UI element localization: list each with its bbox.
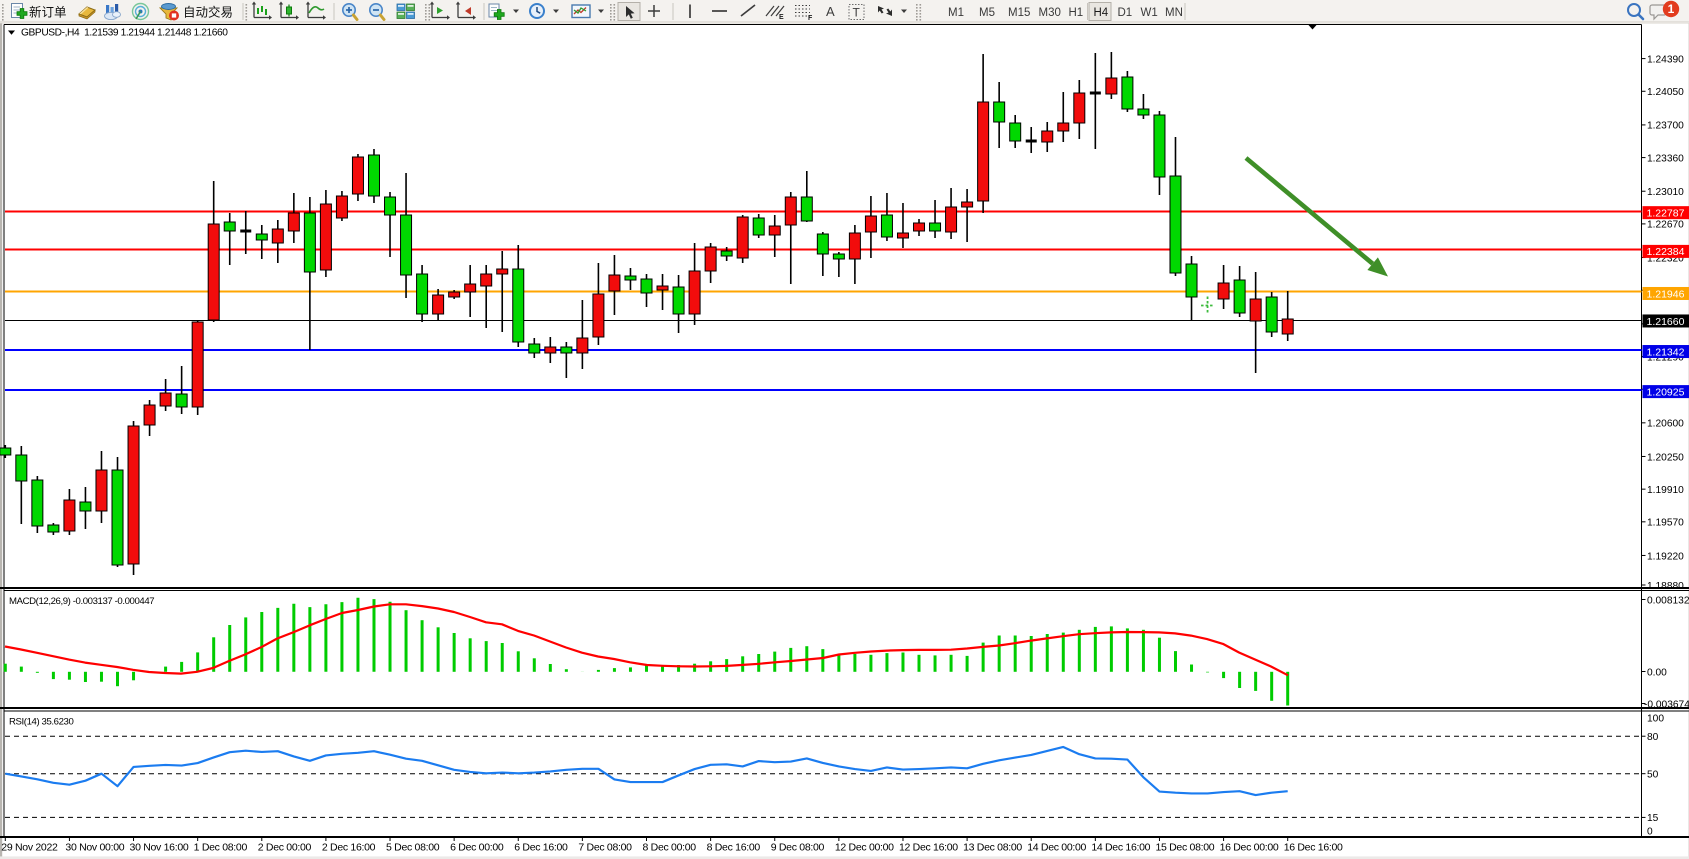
svg-text:新订单: 新订单 xyxy=(29,5,67,20)
svg-text:1.20925: 1.20925 xyxy=(1647,386,1685,398)
svg-text:A: A xyxy=(826,4,835,19)
svg-text:H1: H1 xyxy=(1069,7,1084,19)
svg-text:1.18880: 1.18880 xyxy=(1647,581,1684,592)
svg-text:T: T xyxy=(853,6,861,20)
svg-text:80: 80 xyxy=(1647,732,1659,743)
svg-text:8 Dec 00:00: 8 Dec 00:00 xyxy=(643,842,697,854)
svg-text:1.24050: 1.24050 xyxy=(1647,87,1684,98)
svg-text:RSI(14) 35.6230: RSI(14) 35.6230 xyxy=(9,717,73,728)
svg-text:M30: M30 xyxy=(1039,7,1061,19)
svg-text:W1: W1 xyxy=(1141,7,1158,19)
svg-text:F: F xyxy=(808,15,813,22)
svg-text:GBPUSD-,H4 1.21539 1.21944 1.: GBPUSD-,H4 1.21539 1.21944 1.21448 1.216… xyxy=(21,28,228,39)
svg-text:1.23700: 1.23700 xyxy=(1647,121,1684,132)
svg-text:8 Dec 16:00: 8 Dec 16:00 xyxy=(707,842,761,854)
svg-text:自动交易: 自动交易 xyxy=(183,5,233,20)
svg-text:1.21660: 1.21660 xyxy=(1647,316,1685,328)
svg-text:0: 0 xyxy=(1647,826,1653,837)
svg-text:0.00: 0.00 xyxy=(1647,667,1667,678)
svg-text:30 Nov 00:00: 30 Nov 00:00 xyxy=(65,842,124,854)
svg-text:16 Dec 00:00: 16 Dec 00:00 xyxy=(1220,842,1279,854)
svg-text:1.21342: 1.21342 xyxy=(1647,346,1685,358)
svg-text:2 Dec 16:00: 2 Dec 16:00 xyxy=(322,842,376,854)
svg-text:9 Dec 08:00: 9 Dec 08:00 xyxy=(771,842,825,854)
svg-text:1.22670: 1.22670 xyxy=(1647,220,1684,231)
svg-text:1.20250: 1.20250 xyxy=(1647,452,1684,463)
svg-text:2 Dec 00:00: 2 Dec 00:00 xyxy=(258,842,312,854)
svg-text:H4: H4 xyxy=(1094,7,1109,19)
svg-text:13 Dec 08:00: 13 Dec 08:00 xyxy=(963,842,1022,854)
svg-text:14 Dec 16:00: 14 Dec 16:00 xyxy=(1091,842,1150,854)
svg-text:1.19220: 1.19220 xyxy=(1647,551,1684,562)
svg-text:100: 100 xyxy=(1647,713,1664,724)
svg-text:1.22787: 1.22787 xyxy=(1647,207,1685,219)
svg-text:MACD(12,26,9) -0.003137 -0.000: MACD(12,26,9) -0.003137 -0.000447 xyxy=(9,596,154,607)
svg-text:1.23360: 1.23360 xyxy=(1647,153,1684,164)
svg-text:6 Dec 16:00: 6 Dec 16:00 xyxy=(514,842,568,854)
svg-text:7 Dec 08:00: 7 Dec 08:00 xyxy=(578,842,632,854)
svg-text:5 Dec 08:00: 5 Dec 08:00 xyxy=(386,842,440,854)
svg-text:1.23010: 1.23010 xyxy=(1647,187,1684,198)
svg-text:15: 15 xyxy=(1647,813,1659,824)
svg-text:50: 50 xyxy=(1647,770,1659,781)
svg-text:-0.003674: -0.003674 xyxy=(1644,699,1689,710)
svg-text:M15: M15 xyxy=(1008,7,1030,19)
svg-text:16 Dec 16:00: 16 Dec 16:00 xyxy=(1284,842,1343,854)
svg-text:0.008132: 0.008132 xyxy=(1647,595,1689,606)
svg-text:12 Dec 00:00: 12 Dec 00:00 xyxy=(835,842,894,854)
svg-text:1.22320: 1.22320 xyxy=(1647,253,1684,264)
svg-text:1: 1 xyxy=(1668,2,1675,16)
svg-text:1.24390: 1.24390 xyxy=(1647,54,1684,65)
svg-text:14 Dec 00:00: 14 Dec 00:00 xyxy=(1027,842,1086,854)
svg-text:1.19910: 1.19910 xyxy=(1647,485,1684,496)
svg-text:1 Dec 08:00: 1 Dec 08:00 xyxy=(194,842,248,854)
svg-text:15 Dec 08:00: 15 Dec 08:00 xyxy=(1155,842,1214,854)
svg-text:30 Nov 16:00: 30 Nov 16:00 xyxy=(130,842,189,854)
svg-text:1.21946: 1.21946 xyxy=(1647,288,1685,300)
svg-text:D1: D1 xyxy=(1118,7,1133,19)
svg-text:MN: MN xyxy=(1165,7,1183,19)
svg-text:29 Nov 2022: 29 Nov 2022 xyxy=(1,842,58,854)
svg-text:6 Dec 00:00: 6 Dec 00:00 xyxy=(450,842,504,854)
svg-text:1.22384: 1.22384 xyxy=(1647,246,1685,258)
svg-text:E: E xyxy=(779,14,784,21)
svg-text:M5: M5 xyxy=(979,7,995,19)
svg-text:M1: M1 xyxy=(948,7,964,19)
svg-text:1.20600: 1.20600 xyxy=(1647,419,1684,430)
svg-text:12 Dec 16:00: 12 Dec 16:00 xyxy=(899,842,958,854)
svg-text:1.19570: 1.19570 xyxy=(1647,518,1684,529)
